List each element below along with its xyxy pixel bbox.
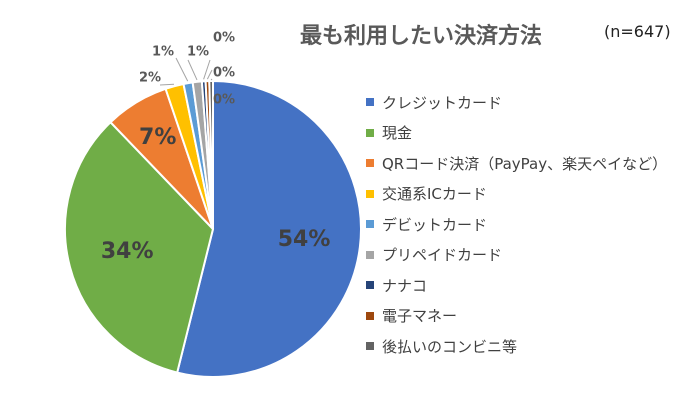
legend-swatch-6 (366, 281, 374, 290)
legend-item-0: クレジットカード (366, 87, 667, 118)
leader-line-5 (187, 59, 198, 81)
legend-swatch-5 (366, 250, 374, 259)
data-label-6: 0% (213, 31, 235, 46)
legend-label-3: 交通系ICカード (382, 185, 487, 204)
leader-line-6 (203, 59, 211, 80)
leader-line-3 (159, 83, 175, 86)
legend-item-8: 後払いのコンビニ等 (366, 331, 667, 362)
legend-item-1: 現金 (366, 118, 667, 149)
legend-swatch-8 (366, 342, 374, 351)
leader-lines (159, 57, 213, 86)
legend-item-7: 電子マネー (366, 301, 667, 332)
sample-size-note: (n=647) (604, 22, 671, 41)
legend-swatch-2 (366, 159, 374, 168)
legend-swatch-3 (366, 189, 374, 198)
data-label-5: 1% (187, 45, 209, 60)
legend-label-1: 現金 (382, 124, 413, 143)
pie-slice-1 (64, 120, 215, 374)
legend-item-6: ナナコ (366, 270, 667, 301)
legend-label-6: ナナコ (382, 276, 428, 295)
legend-label-4: デビットカード (382, 215, 488, 234)
chart-title: 最も利用したい決済方法 (300, 24, 543, 49)
legend: クレジットカード 現金 QRコード決済（PayPay、楽天ペイなど） 交通系ICカード… (366, 87, 667, 362)
data-label-7: 0% (213, 66, 235, 81)
legend-swatch-1 (366, 128, 374, 137)
pie-slice-0 (175, 79, 362, 378)
data-label-2: 7% (139, 125, 176, 150)
data-label-0: 54% (278, 227, 331, 252)
leader-line-7 (206, 69, 213, 80)
legend-swatch-7 (366, 311, 374, 320)
pie-slice-8 (208, 79, 214, 230)
legend-label-5: プリペイドカード (382, 246, 503, 265)
legend-label-2: QRコード決済（PayPay、楽天ペイなど） (382, 154, 668, 173)
leader-line-4 (175, 57, 189, 82)
legend-swatch-0 (366, 98, 374, 107)
data-label-3: 2% (139, 71, 161, 86)
legend-item-4: デビットカード (366, 209, 667, 240)
legend-item-3: 交通系ICカード (366, 179, 667, 210)
legend-item-2: QRコード決済（PayPay、楽天ペイなど） (366, 148, 667, 179)
data-label-1: 34% (101, 239, 154, 264)
legend-label-7: 電子マネー (382, 307, 458, 326)
legend-item-5: プリペイドカード (366, 240, 667, 271)
leader-line-8 (210, 78, 213, 81)
legend-swatch-4 (366, 220, 374, 229)
data-label-4: 1% (152, 45, 174, 60)
pie-slices (64, 79, 362, 378)
data-label-8: 0% (213, 93, 235, 108)
legend-label-8: 後払いのコンビニ等 (382, 337, 518, 356)
legend-label-0: クレジットカード (382, 93, 503, 112)
data-labels: 54% 34% 7% 2% 1% 1% 0% 0% 0% (101, 31, 331, 264)
